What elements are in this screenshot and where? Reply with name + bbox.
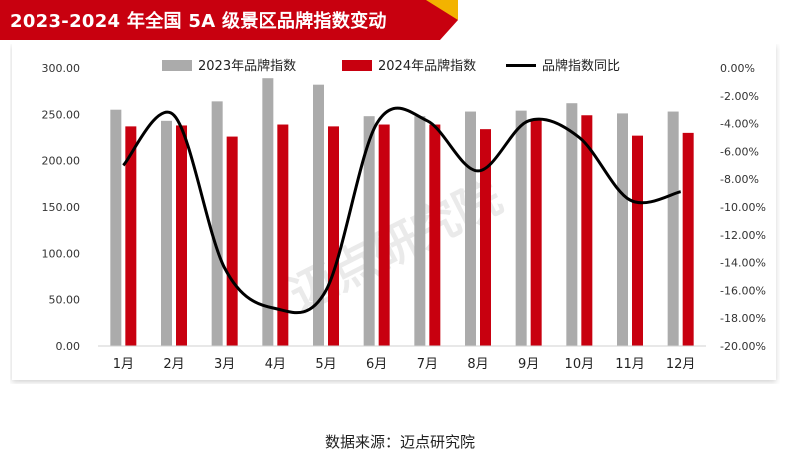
left-axis-tick-label: 200.00: [42, 155, 81, 168]
right-axis-tick-label: -18.00%: [720, 312, 766, 325]
x-axis-category-label: 7月: [417, 357, 438, 372]
x-axis-category-label: 6月: [366, 357, 387, 372]
bar-2023: [667, 111, 679, 346]
bar-2023: [313, 84, 324, 347]
left-axis-tick-label: 0.00: [56, 340, 81, 353]
bar-2023: [414, 116, 426, 346]
bar-2023: [211, 101, 223, 346]
right-axis-tick-label: -14.00%: [720, 257, 766, 270]
bar-2023: [161, 120, 172, 346]
bar-2024: [530, 119, 542, 346]
legend-yoy-label: 品牌指数同比: [542, 58, 620, 74]
bar-2023: [617, 113, 628, 346]
bar-2023: [262, 78, 274, 346]
bar-2024: [632, 135, 643, 346]
left-axis-tick-label: 100.00: [42, 247, 81, 260]
left-axis-tick-label: 50.00: [49, 294, 81, 307]
bar-2023: [515, 110, 527, 346]
x-axis-category-label: 2月: [163, 357, 184, 372]
chart-panel: 迈点研究院 0.0050.00100.00150.00200.00250.003…: [12, 44, 776, 380]
legend-2024-label: 2024年品牌指数: [378, 58, 476, 74]
legend-2023-label: 2023年品牌指数: [198, 58, 296, 74]
x-axis-category-label: 11月: [615, 357, 645, 372]
bar-2024: [682, 132, 694, 346]
x-axis-category-label: 4月: [265, 357, 286, 372]
x-axis-category-label: 8月: [467, 357, 488, 372]
legend-2024-swatch: [342, 60, 372, 71]
right-axis-tick-label: -10.00%: [720, 201, 766, 214]
bar-2024: [581, 115, 593, 346]
plot-background: [12, 44, 776, 380]
x-axis-category-label: 5月: [315, 357, 336, 372]
left-axis-tick-label: 250.00: [42, 108, 81, 121]
right-axis-tick-label: -20.00%: [720, 340, 766, 353]
yoy-ratio-line: [122, 106, 682, 315]
bar-2024: [328, 126, 339, 346]
bar-2024: [176, 125, 187, 346]
right-axis-tick-label: -2.00%: [720, 90, 759, 103]
title-banner: [0, 0, 458, 40]
right-axis-tick-label: -16.00%: [720, 284, 766, 297]
bar-2023: [110, 109, 122, 346]
legend-2023-swatch: [162, 60, 192, 71]
bar-2024: [226, 136, 238, 346]
bar-2024: [480, 129, 491, 346]
right-axis-tick-label: -6.00%: [720, 145, 759, 158]
left-axis-tick-label: 300.00: [42, 62, 81, 75]
source-note: 数据来源：迈点研究院: [324, 433, 475, 451]
x-axis-category-label: 3月: [214, 357, 235, 372]
chart-title: 2023-2024 年全国 5A 级景区品牌指数变动: [10, 11, 387, 32]
right-axis-tick-label: -12.00%: [720, 229, 766, 242]
right-axis-tick-label: -8.00%: [720, 173, 759, 186]
bar-2023: [465, 111, 476, 346]
bar-2023: [566, 103, 578, 346]
x-axis-category-label: 9月: [518, 357, 539, 372]
bar-2024: [378, 124, 390, 346]
left-axis-tick-label: 150.00: [42, 201, 81, 214]
x-axis-category-label: 10月: [565, 357, 595, 372]
bar-2024: [125, 126, 137, 346]
x-axis-category-label: 1月: [113, 357, 134, 372]
right-axis-tick-label: -4.00%: [720, 118, 759, 131]
x-axis-category-label: 12月: [666, 357, 696, 372]
bar-2024: [429, 124, 441, 346]
bar-2024: [277, 124, 289, 346]
right-axis-tick-label: 0.00%: [720, 62, 755, 75]
bar-2023: [363, 116, 375, 346]
